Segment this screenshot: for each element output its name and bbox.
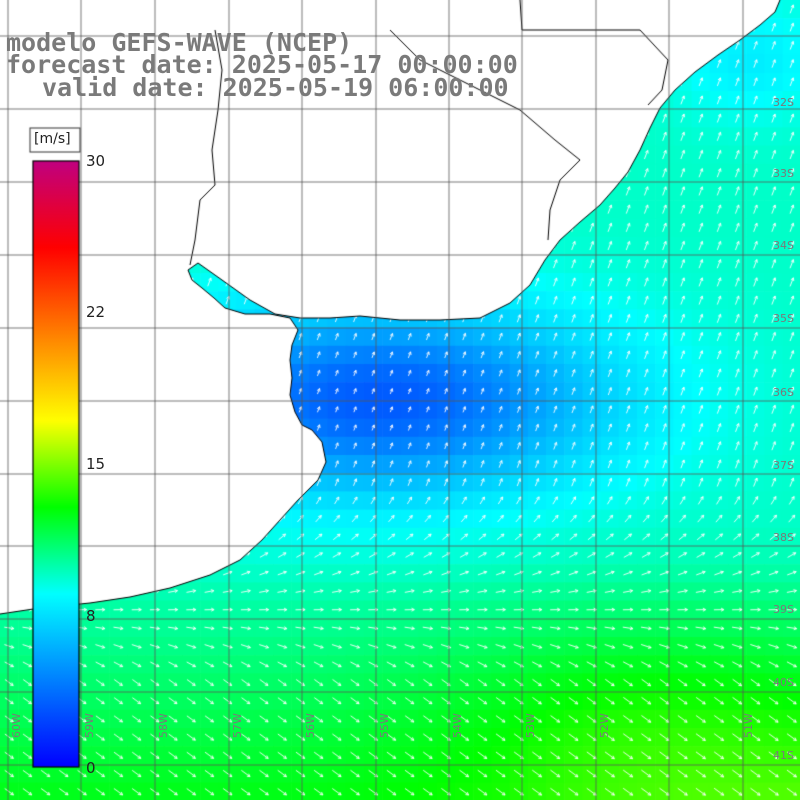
colorbar-tick-8: 8 <box>86 607 96 625</box>
colorbar-tick-15: 15 <box>86 455 106 473</box>
lat-label: 37S <box>773 459 794 472</box>
lon-label: 54W <box>451 713 464 738</box>
lat-label: 38S <box>773 531 794 544</box>
lon-label: 58W <box>157 713 170 738</box>
lon-label: 60W <box>10 713 23 738</box>
lat-label: 35S <box>773 312 794 325</box>
colorbar-tick-30: 30 <box>86 152 106 170</box>
lon-label: 57W <box>231 713 244 738</box>
lon-label: 59W <box>83 713 96 738</box>
lon-label: 55W <box>378 713 391 738</box>
model-title: modelo GEFS-WAVE (NCEP) <box>6 28 353 57</box>
lat-label: 39S <box>773 603 794 616</box>
lat-label: 32S <box>773 96 794 109</box>
lat-label: 36S <box>773 386 794 399</box>
forecast-date: forecast date: 2025-05-17 00:00:00 <box>6 50 518 79</box>
lat-label: 41S <box>773 749 794 762</box>
valid-date: valid date: 2025-05-19 06:00:00 <box>42 73 509 102</box>
colorbar-unit: [m/s] <box>34 131 71 147</box>
lon-label: 52W <box>598 713 611 738</box>
lat-label: 40S <box>773 676 794 689</box>
colorbar-tick-0: 0 <box>86 759 96 777</box>
colorbar-tick-22: 22 <box>86 303 106 321</box>
lat-label: 33S <box>773 167 794 180</box>
lon-label: 56W <box>304 713 317 738</box>
lon-label: 53W <box>524 713 537 738</box>
lat-label: 34S <box>773 239 794 252</box>
lon-label: 51W <box>742 713 755 738</box>
